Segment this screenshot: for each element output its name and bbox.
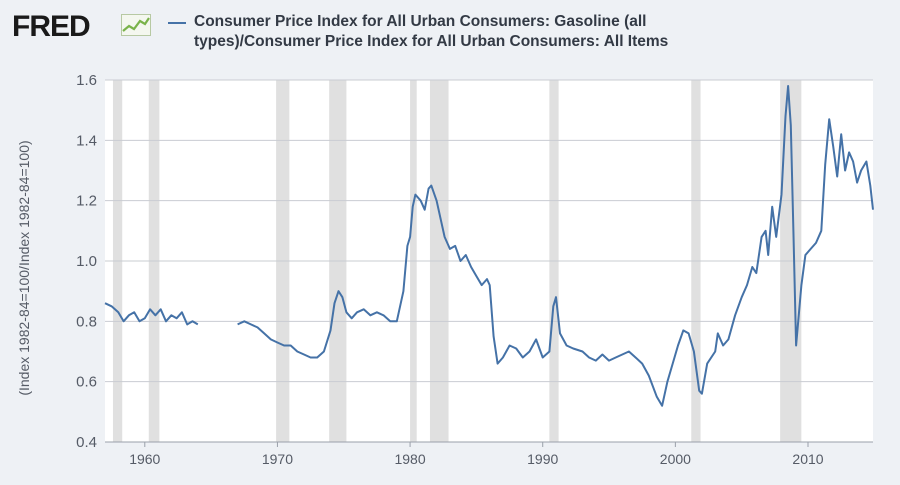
legend-swatch [168,22,186,24]
fred-logo[interactable]: FRED [12,10,91,43]
legend-title-line-1: Consumer Price Index for All Urban Consu… [194,13,647,30]
x-tick-label: 1990 [527,451,558,467]
y-tick-label: 1.4 [76,132,97,149]
x-tick-label: 2000 [660,451,691,467]
y-tick-label: 0.6 [76,374,97,391]
x-tick-label: 1970 [262,451,293,467]
fred-chart-icon [121,14,151,36]
series-line [237,85,874,407]
legend-title-line-2: types)/Consumer Price Index for All Urba… [194,33,669,50]
legend: Consumer Price Index for All Urban Consu… [168,12,888,52]
x-tick-label: 1960 [129,451,160,467]
y-tick-label: 0.8 [76,313,97,330]
series-line [104,302,199,326]
y-tick-label: 0.4 [76,434,97,451]
y-tick-label: 1.2 [76,193,97,210]
x-tick-label: 2010 [792,451,823,467]
x-tick-label: 1980 [394,451,425,467]
legend-title: Consumer Price Index for All Urban Consu… [194,12,668,52]
y-tick-label: 1.6 [76,72,97,89]
y-axis-label: (Index 1982-84=100/Index 1982-84=100) [16,140,32,396]
y-tick-label: 1.0 [76,253,97,270]
